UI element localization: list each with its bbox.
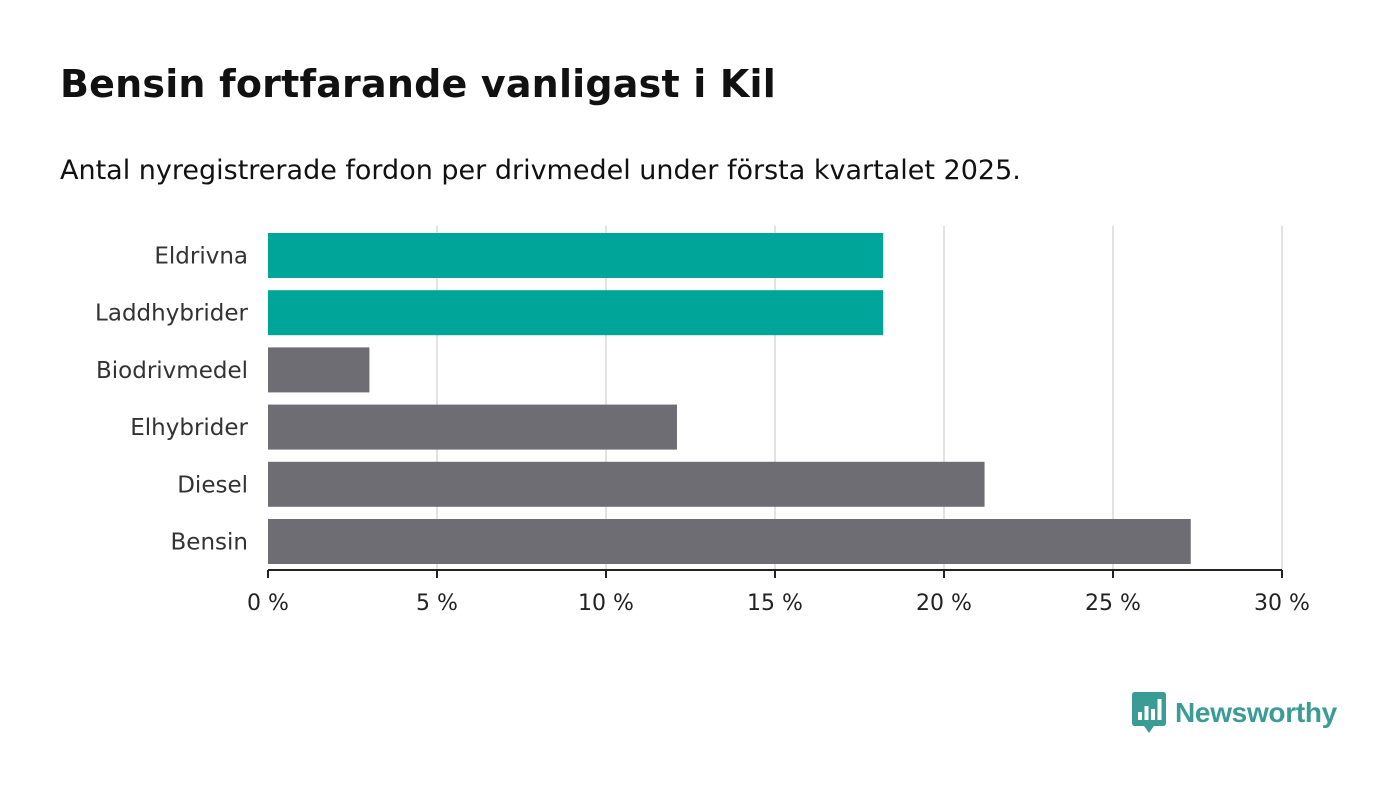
category-labels: Eldrivna Laddhybrider Biodrivmedel Elhybrid… [95, 244, 248, 556]
newsworthy-logo: Newsworthy [1132, 692, 1337, 734]
category-label: Laddhybrider [95, 301, 248, 327]
category-label: Eldrivna [154, 244, 248, 270]
bar [268, 233, 884, 278]
bar [268, 461, 985, 507]
category-label: Bensin [171, 530, 248, 556]
bar [268, 519, 1191, 564]
bars [268, 233, 1191, 564]
x-tick-label: 10 % [578, 591, 634, 616]
bar [268, 347, 370, 393]
x-tick-label: 25 % [1085, 591, 1141, 616]
category-label: Biodrivmedel [96, 358, 248, 384]
bar [268, 404, 677, 450]
chart-title: Bensin fortfarande vanligast i Kil [60, 62, 776, 106]
x-tick-label: 0 % [247, 591, 289, 616]
x-axis: 0 % 5 % 10 % 15 % 20 % 25 % 30 % [247, 569, 1310, 616]
bar [268, 290, 884, 336]
newsworthy-logo-icon [1132, 692, 1166, 733]
x-tick-label: 20 % [916, 591, 972, 616]
logo-text: Newsworthy [1175, 697, 1337, 728]
category-label: Diesel [177, 472, 248, 498]
gridlines [436, 226, 1283, 570]
x-tick-label: 30 % [1254, 591, 1310, 616]
category-label: Elhybrider [130, 415, 248, 441]
chart-subtitle: Antal nyregistrerade fordon per drivmede… [60, 155, 1021, 186]
x-tick-label: 15 % [747, 591, 803, 616]
x-tick-label: 5 % [416, 591, 458, 616]
